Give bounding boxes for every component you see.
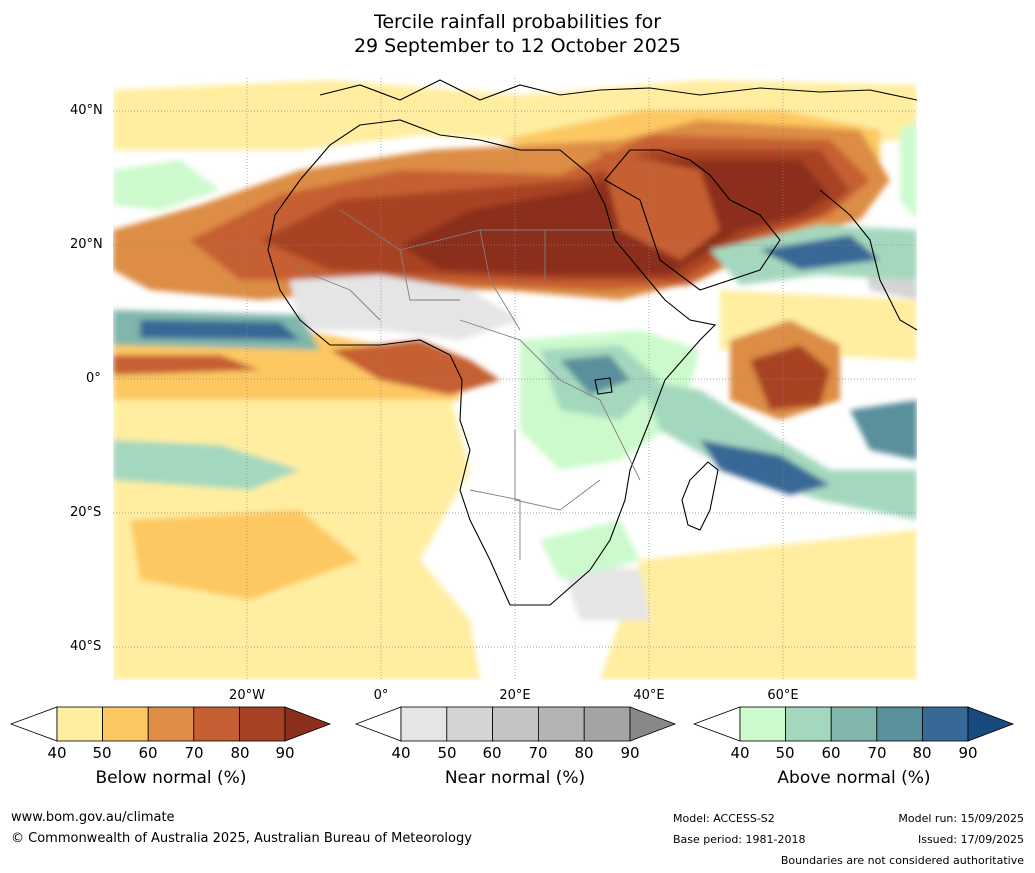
tick-below-40: 40 xyxy=(47,744,67,762)
lat-label-40s: 40°S xyxy=(70,639,102,654)
colorbar-below-swatch-40 xyxy=(56,706,103,742)
colorbar-near-swatch-60 xyxy=(492,706,539,742)
country-boundaries xyxy=(299,209,641,560)
colorbar-below-swatch-70 xyxy=(193,706,240,742)
tick-near-60: 60 xyxy=(482,744,502,762)
tick-above-60: 60 xyxy=(821,744,841,762)
footer-base-period: Base period: 1981-2018 xyxy=(673,833,806,846)
colorbar-above-title: Above normal (%) xyxy=(777,768,931,788)
lon-label-20w: 20°W xyxy=(229,688,265,703)
colorbar-below xyxy=(9,706,332,742)
tick-above-40: 40 xyxy=(730,744,750,762)
footer-copyright: © Commonwealth of Australia 2025, Austra… xyxy=(11,831,472,846)
tick-above-80: 80 xyxy=(912,744,932,762)
title-line-2: 29 September to 12 October 2025 xyxy=(353,35,682,57)
colorbar-near-swatch-70 xyxy=(538,706,585,742)
colorbar-above-swatch-40 xyxy=(739,706,786,742)
colorbar-above-high-extend xyxy=(967,706,1015,742)
lat-label-0: 0° xyxy=(86,371,101,386)
lat-label-40n: 40°N xyxy=(70,103,103,118)
title-line-1: Tercile rainfall probabilities for xyxy=(373,11,662,33)
tick-below-80: 80 xyxy=(230,744,250,762)
colorbar-near-low-extend xyxy=(354,706,402,742)
colorbar-near-swatch-80 xyxy=(583,706,631,742)
tick-below-90: 90 xyxy=(275,744,295,762)
colorbar-near-title: Near normal (%) xyxy=(444,768,586,788)
tick-near-50: 50 xyxy=(437,744,457,762)
footer-website: www.bom.gov.au/climate xyxy=(11,810,175,825)
colorbar-below-swatch-50 xyxy=(102,706,149,742)
map-title: Tercile rainfall probabilities for 29 Se… xyxy=(0,10,1035,58)
lon-label-20e: 20°E xyxy=(499,688,531,703)
colorbar-above-swatch-60 xyxy=(830,706,878,742)
tick-below-60: 60 xyxy=(138,744,158,762)
colorbar-below-low-extend xyxy=(9,706,58,742)
colorbar-near-swatch-50 xyxy=(446,706,493,742)
tick-above-90: 90 xyxy=(958,744,978,762)
graticule xyxy=(113,78,917,680)
colorbar-below-swatch-60 xyxy=(147,706,195,742)
footer-model: Model: ACCESS-S2 xyxy=(673,812,775,825)
colorbar-above-swatch-70 xyxy=(876,706,923,742)
lat-label-20s: 20°S xyxy=(70,505,102,520)
tick-below-70: 70 xyxy=(184,744,204,762)
colorbar-above-swatch-80 xyxy=(922,706,969,742)
tick-near-80: 80 xyxy=(574,744,594,762)
tick-above-70: 70 xyxy=(867,744,887,762)
colorbar-near xyxy=(354,706,677,742)
probability-field xyxy=(113,80,917,680)
colorbar-below-title: Below normal (%) xyxy=(95,768,247,788)
lon-label-60e: 60°E xyxy=(767,688,799,703)
lat-label-20n: 20°N xyxy=(70,237,103,252)
tick-above-50: 50 xyxy=(775,744,795,762)
footer-disclaimer: Boundaries are not considered authoritat… xyxy=(780,854,1024,867)
colorbar-above xyxy=(692,706,1015,742)
lon-label-40e: 40°E xyxy=(633,688,665,703)
tick-near-40: 40 xyxy=(391,744,411,762)
coastlines xyxy=(267,79,917,606)
lon-label-0: 0° xyxy=(373,688,389,703)
tick-near-90: 90 xyxy=(620,744,640,762)
footer-issued: Issued: 17/09/2025 xyxy=(917,833,1024,846)
footer-model-run: Model run: 15/09/2025 xyxy=(898,812,1024,825)
colorbar-near-swatch-40 xyxy=(400,706,448,742)
colorbar-below-swatch-80 xyxy=(238,706,286,742)
tick-near-70: 70 xyxy=(528,744,548,762)
tick-below-50: 50 xyxy=(92,744,112,762)
colorbar-below-high-extend xyxy=(284,706,332,742)
colorbar-above-low-extend xyxy=(692,706,741,742)
colorbar-above-swatch-50 xyxy=(785,706,832,742)
colorbar-near-high-extend xyxy=(629,706,677,742)
